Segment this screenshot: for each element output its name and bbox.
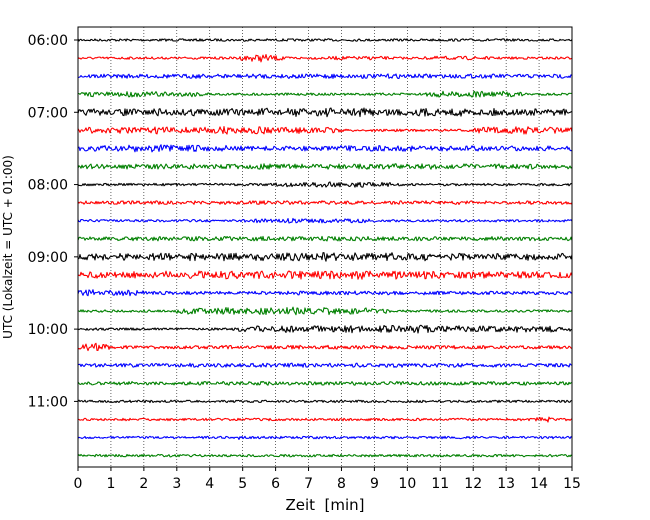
x-axis-label: Zeit [min] (285, 496, 364, 514)
trace-0930 (77, 289, 573, 297)
y-tick-label: 10:00 (28, 322, 68, 338)
x-tick-label: 15 (563, 476, 581, 492)
x-tick-label: 5 (238, 476, 247, 492)
x-tick-label: 14 (530, 476, 548, 492)
x-tick-label: 2 (139, 476, 148, 492)
x-tick-label: 7 (304, 476, 313, 492)
trace-0915 (77, 270, 573, 280)
trace-0615 (77, 53, 573, 63)
trace-1115 (77, 416, 573, 423)
x-tick-label: 9 (370, 476, 379, 492)
trace-0900 (77, 252, 573, 262)
trace-0945 (77, 306, 573, 316)
trace-1030 (77, 362, 573, 368)
trace-0815 (77, 200, 573, 206)
x-tick-label: 3 (172, 476, 181, 492)
trace-0600 (77, 38, 573, 42)
x-tick-label: 11 (431, 476, 449, 492)
trace-0830 (77, 217, 573, 224)
trace-1045 (77, 380, 573, 386)
grid-lines (110, 27, 540, 467)
trace-1100 (77, 399, 572, 404)
y-tick-label: 11:00 (28, 394, 68, 410)
trace-1000 (77, 324, 573, 334)
trace-0745 (77, 163, 573, 170)
trace-1015 (77, 342, 573, 352)
x-tick-label: 13 (497, 476, 515, 492)
y-tick-label: 08:00 (28, 178, 68, 194)
trace-0715 (77, 126, 573, 135)
x-tick-label: 12 (464, 476, 482, 492)
trace-0700 (77, 107, 573, 118)
x-tick-label: 10 (398, 476, 416, 492)
trace-1130 (77, 435, 573, 441)
x-tick-label: 1 (106, 476, 115, 492)
y-tick-label: 07:00 (28, 105, 68, 121)
y-axis-ticks: 06:00 07:00 08:00 09:00 10:00 11:00 (28, 33, 78, 410)
x-tick-label: 0 (74, 476, 83, 492)
trace-0730 (77, 144, 573, 153)
trace-0645 (77, 90, 573, 98)
x-axis-ticks: 0 1 2 3 4 5 6 7 8 9 10 11 12 13 14 15 (74, 467, 581, 492)
x-tick-label: 8 (337, 476, 346, 492)
y-axis-label: UTC (Lokalzeit = UTC + 01:00) (1, 155, 15, 339)
y-tick-label: 09:00 (28, 250, 68, 266)
plot-background (78, 27, 572, 467)
plot-frame (77, 26, 573, 468)
x-tick-label: 4 (205, 476, 214, 492)
y-tick-label: 06:00 (28, 33, 68, 49)
trace-0800 (77, 181, 573, 188)
trace-0630 (77, 73, 573, 80)
seismic-traces (77, 38, 573, 458)
trace-1145 (77, 453, 573, 458)
trace-0845 (77, 235, 573, 242)
x-tick-label: 6 (271, 476, 280, 492)
